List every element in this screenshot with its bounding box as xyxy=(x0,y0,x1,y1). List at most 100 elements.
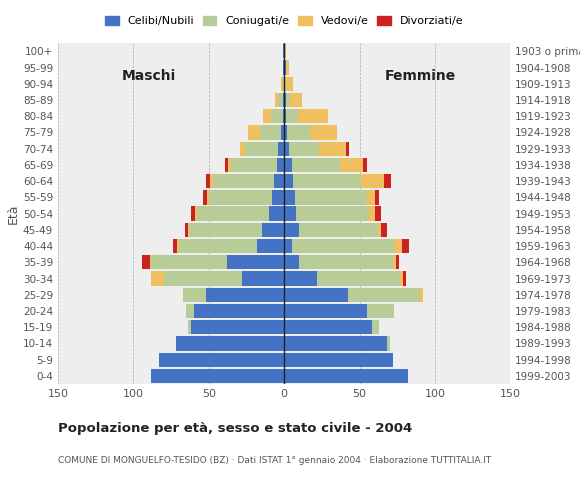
Legend: Celibi/Nubili, Coniugati/e, Vedovi/e, Divorziati/e: Celibi/Nubili, Coniugati/e, Vedovi/e, Di… xyxy=(101,11,467,31)
Bar xyxy=(299,255,393,269)
Bar xyxy=(284,352,393,367)
Bar xyxy=(194,304,284,318)
Bar xyxy=(284,190,295,204)
Bar xyxy=(284,158,292,172)
Bar xyxy=(384,174,392,188)
Bar xyxy=(346,142,349,156)
Bar xyxy=(183,288,206,302)
Bar xyxy=(378,223,380,237)
Bar xyxy=(186,304,194,318)
Bar xyxy=(369,206,375,221)
Bar xyxy=(188,223,189,237)
Bar xyxy=(151,255,227,269)
Bar xyxy=(260,125,281,140)
Bar xyxy=(206,288,284,302)
Bar xyxy=(284,320,372,335)
Text: Popolazione per età, sesso e stato civile - 2004: Popolazione per età, sesso e stato civil… xyxy=(58,422,412,435)
Bar xyxy=(231,158,277,172)
Bar xyxy=(191,320,284,335)
Bar xyxy=(375,190,379,204)
Bar xyxy=(290,93,302,107)
Bar xyxy=(282,77,284,91)
Bar xyxy=(284,255,299,269)
Bar xyxy=(284,93,286,107)
Bar xyxy=(284,60,286,75)
Bar xyxy=(248,125,260,140)
Bar xyxy=(241,142,245,156)
Bar xyxy=(293,174,361,188)
Bar xyxy=(284,271,317,286)
Bar xyxy=(272,190,284,204)
Bar xyxy=(269,206,284,221)
Bar xyxy=(372,320,379,335)
Bar xyxy=(151,271,164,286)
Bar xyxy=(282,109,284,123)
Bar xyxy=(380,223,387,237)
Text: Maschi: Maschi xyxy=(121,69,176,83)
Bar xyxy=(177,239,179,253)
Bar xyxy=(362,158,367,172)
Bar xyxy=(284,77,286,91)
Bar xyxy=(281,77,282,91)
Bar xyxy=(284,223,299,237)
Bar xyxy=(164,271,242,286)
Bar xyxy=(271,109,282,123)
Bar xyxy=(286,109,298,123)
Bar xyxy=(278,142,284,156)
Bar xyxy=(284,304,367,318)
Text: COMUNE DI MONGUELFO-TESIDO (BZ) · Dati ISTAT 1° gennaio 2004 · Elaborazione TUTT: COMUNE DI MONGUELFO-TESIDO (BZ) · Dati I… xyxy=(58,456,491,465)
Bar xyxy=(295,190,367,204)
Bar xyxy=(206,174,211,188)
Bar xyxy=(143,255,150,269)
Bar xyxy=(211,174,213,188)
Bar xyxy=(299,223,378,237)
Bar xyxy=(319,142,346,156)
Bar xyxy=(176,336,284,350)
Bar xyxy=(188,320,191,335)
Bar xyxy=(284,206,296,221)
Text: Femmine: Femmine xyxy=(385,69,455,83)
Bar xyxy=(277,158,284,172)
Bar xyxy=(287,125,310,140)
Bar xyxy=(203,190,207,204)
Bar xyxy=(296,206,369,221)
Bar xyxy=(209,190,272,204)
Bar xyxy=(189,223,262,237)
Bar xyxy=(159,352,284,367)
Bar xyxy=(298,109,328,123)
Bar xyxy=(400,271,403,286)
Bar xyxy=(284,369,408,383)
Bar xyxy=(229,158,231,172)
Bar xyxy=(403,271,407,286)
Bar xyxy=(284,109,286,123)
Bar xyxy=(284,239,292,253)
Bar xyxy=(292,239,394,253)
Bar xyxy=(213,174,274,188)
Bar xyxy=(393,255,396,269)
Bar xyxy=(347,288,420,302)
Bar xyxy=(151,369,284,383)
Bar xyxy=(274,174,284,188)
Bar xyxy=(317,271,400,286)
Bar xyxy=(289,142,319,156)
Bar xyxy=(284,142,289,156)
Bar xyxy=(284,125,287,140)
Bar xyxy=(375,206,380,221)
Bar xyxy=(227,255,284,269)
Y-axis label: Età: Età xyxy=(7,204,20,224)
Bar xyxy=(245,142,278,156)
Bar xyxy=(361,174,384,188)
Bar xyxy=(226,158,229,172)
Bar xyxy=(396,255,399,269)
Bar xyxy=(340,158,362,172)
Bar xyxy=(262,223,284,237)
Bar xyxy=(197,206,269,221)
Bar xyxy=(184,223,188,237)
Bar xyxy=(402,239,409,253)
Bar xyxy=(278,93,282,107)
Bar xyxy=(281,125,284,140)
Bar xyxy=(292,158,340,172)
Bar xyxy=(420,288,423,302)
Bar xyxy=(367,304,394,318)
Bar xyxy=(275,93,278,107)
